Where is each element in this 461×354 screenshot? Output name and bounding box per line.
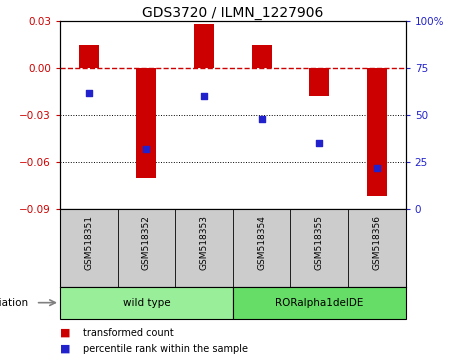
Text: wild type: wild type [123,298,170,308]
Text: GSM518352: GSM518352 [142,215,151,270]
Bar [233,287,406,319]
Text: percentile rank within the sample: percentile rank within the sample [83,344,248,354]
Point [258,116,266,122]
Point [142,146,150,152]
Text: GSM518355: GSM518355 [315,215,324,270]
Text: RORalpha1delDE: RORalpha1delDE [275,298,363,308]
Bar [367,68,387,196]
Bar [194,24,214,68]
Text: ■: ■ [60,328,71,338]
Point [85,90,92,95]
Point [200,93,207,99]
Text: genotype/variation: genotype/variation [0,298,29,308]
Point [373,165,381,170]
Text: GSM518356: GSM518356 [372,215,381,270]
Text: GSM518353: GSM518353 [200,215,208,270]
Title: GDS3720 / ILMN_1227906: GDS3720 / ILMN_1227906 [142,6,324,20]
Bar [60,287,233,319]
Text: ■: ■ [60,344,71,354]
Bar [252,45,272,68]
Text: transformed count: transformed count [83,328,174,338]
Bar [136,68,156,178]
Point [315,141,323,146]
Text: GSM518351: GSM518351 [84,215,93,270]
Bar [79,45,99,68]
Bar [309,68,329,96]
Text: GSM518354: GSM518354 [257,215,266,270]
